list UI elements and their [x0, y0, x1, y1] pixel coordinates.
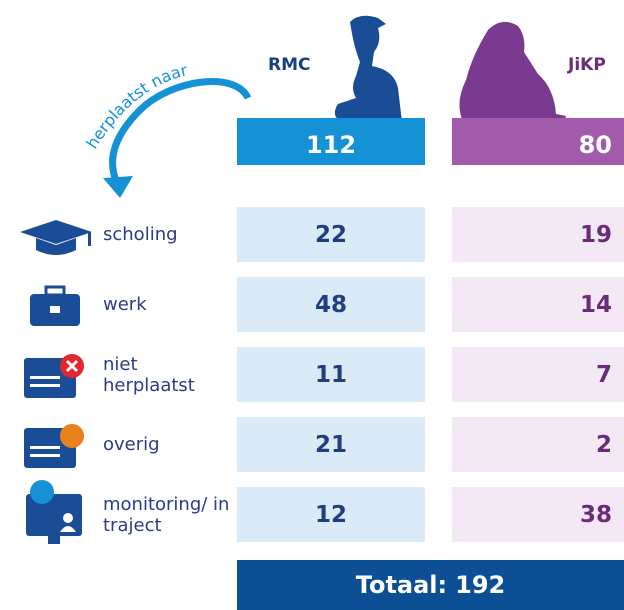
- cell: 38: [452, 487, 624, 542]
- arrow-label: herplaatst naar: [82, 60, 189, 152]
- cell: 22: [237, 207, 425, 262]
- jikp-silhouette: [459, 22, 566, 124]
- row-label: niet herplaatst: [103, 347, 233, 402]
- arrow-label-path: herplaatst naar: [82, 60, 189, 152]
- cell: 11: [237, 347, 425, 402]
- row-label: overig: [103, 417, 233, 472]
- total-value: 192: [455, 571, 505, 599]
- cell: 48: [237, 277, 425, 332]
- rmc-silhouette: [335, 16, 402, 122]
- icon-overig: [24, 424, 84, 468]
- page: {"arrow_label": "herplaatst naar", "colu…: [0, 0, 624, 610]
- cell: 21: [237, 417, 425, 472]
- cell: 12: [237, 487, 425, 542]
- cell: 2: [452, 417, 624, 472]
- icon-scholing: [20, 220, 92, 255]
- column-name: RMC: [268, 55, 310, 75]
- cell: 19: [452, 207, 624, 262]
- row-label: scholing: [103, 207, 233, 262]
- icon-monitoring: [26, 480, 82, 544]
- row-label: werk: [103, 277, 233, 332]
- cell: 7: [452, 347, 624, 402]
- column-total: 112: [237, 118, 425, 165]
- column-name: JiKP: [568, 55, 606, 75]
- arrow-head: [103, 176, 133, 198]
- total-label: Totaal:: [356, 571, 447, 599]
- column-total: 80: [452, 118, 624, 165]
- icon-werk: [30, 287, 80, 326]
- row-label: monitoring/ in traject: [103, 487, 233, 542]
- cell: 14: [452, 277, 624, 332]
- icon-niet: [24, 354, 84, 398]
- total-bar: Totaal: 192: [237, 560, 624, 610]
